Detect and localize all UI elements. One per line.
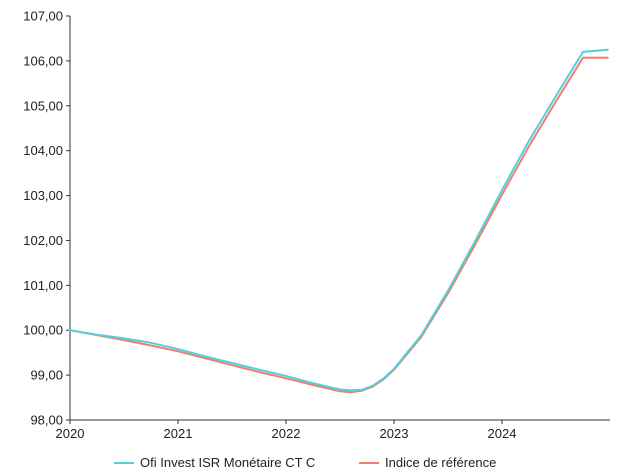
series-line (69, 56, 609, 394)
y-tick-label: 101,00 (23, 278, 63, 293)
y-tick-label: 105,00 (23, 98, 63, 113)
series-layer (69, 48, 609, 394)
x-tick-label: 2022 (272, 426, 301, 441)
y-tick-label: 106,00 (23, 53, 63, 68)
y-axis: 98,00 99,00 100,00 101,00 102,00 103,00 104,00… (23, 9, 71, 428)
legend-label: Indice de référence (385, 455, 496, 470)
y-tick-label: 98,00 (30, 413, 63, 428)
y-tick-label: 100,00 (23, 323, 63, 338)
y-tick-label: 107,00 (23, 9, 63, 24)
series-line (69, 48, 609, 392)
x-tick-label: 2024 (488, 426, 517, 441)
x-tick-label: 2021 (164, 426, 193, 441)
legend: Ofi Invest ISR Monétaire CT C Indice de r… (114, 455, 496, 470)
legend-label: Ofi Invest ISR Monétaire CT C (140, 455, 315, 470)
y-tick-label: 102,00 (23, 233, 63, 248)
x-tick-label: 2023 (380, 426, 409, 441)
x-tick-label: 2020 (56, 426, 85, 441)
y-tick-label: 103,00 (23, 188, 63, 203)
y-tick-label: 104,00 (23, 143, 63, 158)
x-axis: 2020 2021 2022 2023 2024 (56, 419, 610, 441)
y-tick-label: 99,00 (30, 368, 63, 383)
